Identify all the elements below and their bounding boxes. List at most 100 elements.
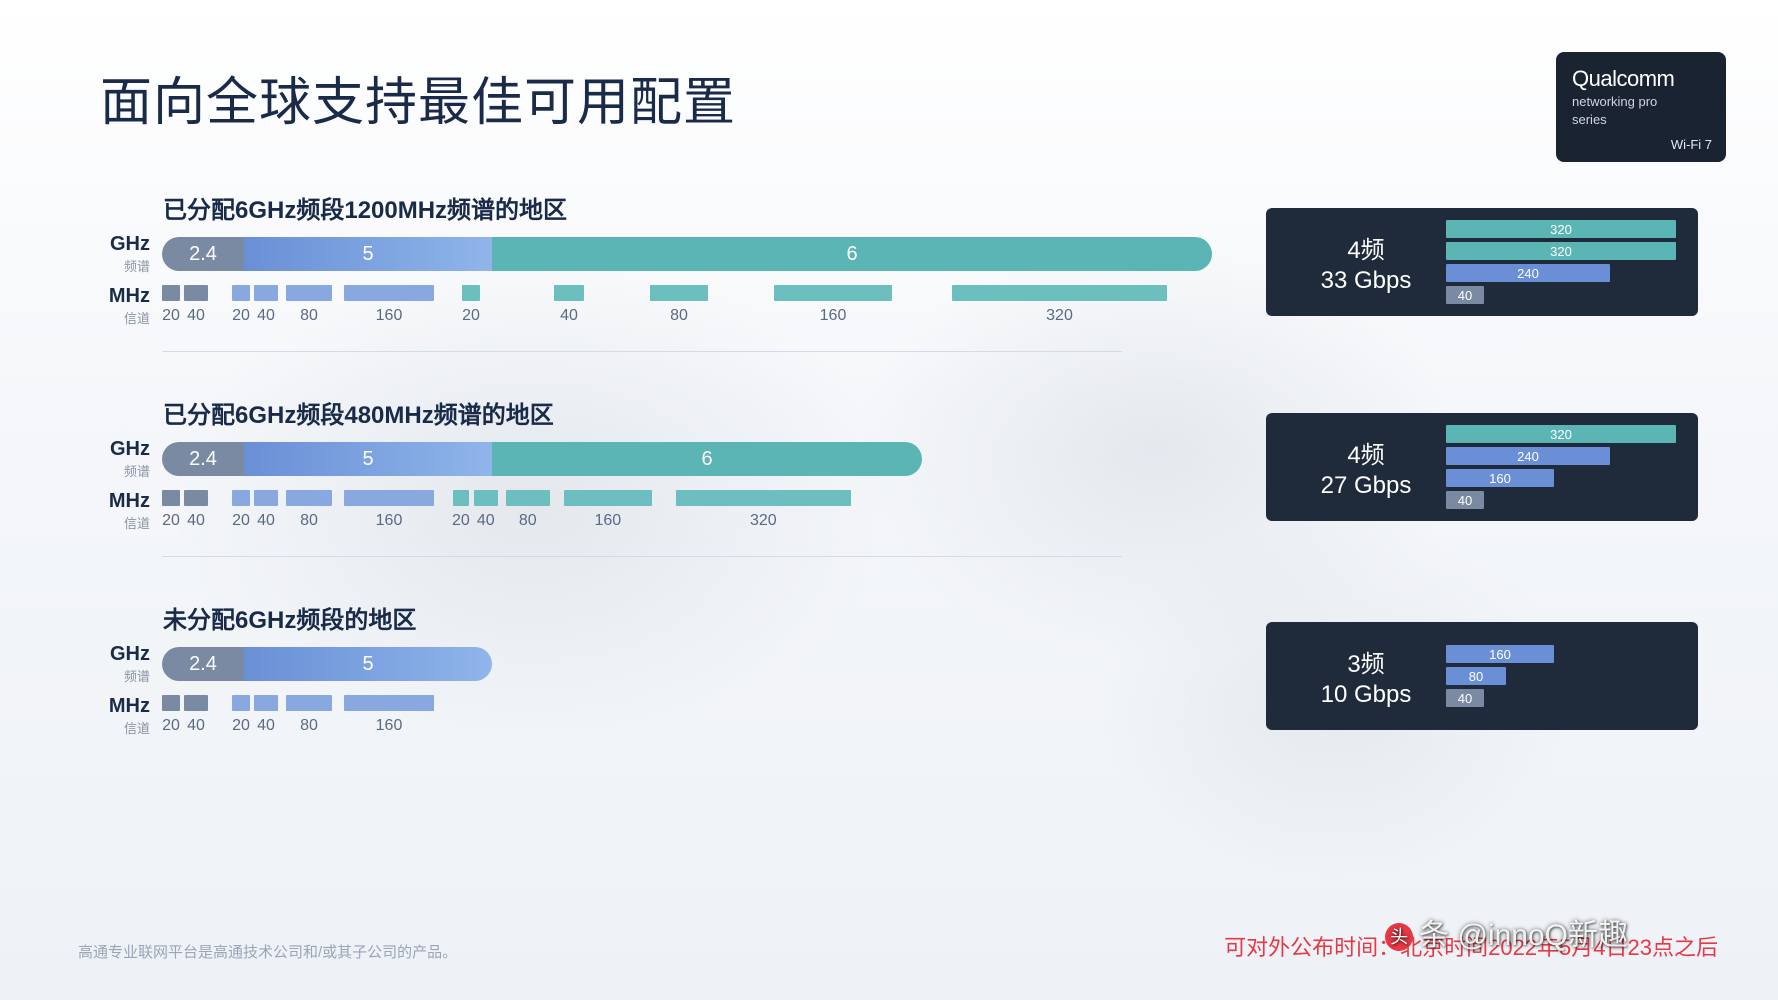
channel-chip-40: [254, 490, 278, 506]
ghz-segment-6: 6: [492, 237, 1212, 271]
channel-label: 160: [376, 717, 403, 735]
channel-chip-20: [232, 695, 250, 711]
channel-label: 80: [519, 512, 537, 530]
watermark-icon: 头: [1385, 923, 1413, 951]
section-divider: [162, 351, 1122, 352]
panel-gbps: 33 Gbps: [1286, 267, 1446, 295]
page-title: 面向全球支持最佳可用配置: [100, 60, 736, 135]
channel-chip-40: [254, 695, 278, 711]
channel-block: 40: [254, 285, 278, 325]
channel-label: 160: [376, 307, 403, 325]
channel-label: 40: [560, 307, 578, 325]
channel-chip-80: [286, 490, 332, 506]
panel-bar-320: 320: [1446, 425, 1676, 443]
logo-sub2: series: [1572, 112, 1710, 128]
channel-chip-40: [254, 285, 278, 301]
channel-label: 40: [477, 512, 495, 530]
ghz-label: GHz: [78, 643, 150, 666]
spectrum-section-3: 未分配6GHz频段的地区GHz频谱2.45MHz信道20402040801603…: [78, 600, 1698, 741]
channel-block: 160: [344, 285, 434, 325]
channel-label: 160: [594, 512, 621, 530]
channel-chip-20: [162, 490, 180, 506]
ghz-sublabel: 频谱: [78, 461, 150, 480]
channel-chip-160: [344, 285, 434, 301]
ghz-label: GHz: [78, 438, 150, 461]
channel-chip-20: [232, 285, 250, 301]
throughput-panel: 4频27 Gbps32024016040: [1266, 413, 1698, 521]
channel-label: 40: [187, 717, 205, 735]
channel-label: 320: [1046, 307, 1073, 325]
panel-bar-240: 240: [1446, 264, 1610, 282]
channel-block: 20: [162, 285, 180, 325]
ghz-segment-2.4: 2.4: [162, 647, 244, 681]
channel-block: 40: [554, 285, 584, 325]
channel-label: 20: [232, 512, 250, 530]
watermark-text: 条 @innoQ新趣: [1419, 919, 1628, 952]
channel-chip-80: [286, 695, 332, 711]
channel-label: 160: [820, 307, 847, 325]
channel-block: 20: [162, 490, 180, 530]
channel-label: 320: [750, 512, 777, 530]
channel-block: 320: [676, 490, 851, 530]
panel-bar-240: 240: [1446, 447, 1610, 465]
channel-block: 20: [232, 285, 250, 325]
channel-chip-20: [462, 285, 480, 301]
channel-block: 20: [452, 490, 470, 530]
channel-block: 20: [232, 695, 250, 735]
channel-block: 160: [344, 695, 434, 735]
channel-block: 160: [774, 285, 892, 325]
channel-block: 80: [286, 285, 332, 325]
ghz-segment-5: 5: [244, 442, 492, 476]
panel-bar-40: 40: [1446, 491, 1484, 509]
channel-block: 40: [474, 490, 498, 530]
logo-wifi: Wi-Fi 7: [1671, 137, 1712, 152]
channel-chip-80: [286, 285, 332, 301]
channel-label: 160: [376, 512, 403, 530]
ghz-band-bar: 2.456: [162, 237, 1212, 271]
channel-label: 20: [162, 307, 180, 325]
channel-label: 20: [232, 717, 250, 735]
channel-chip-20: [453, 490, 469, 506]
channel-label: 40: [187, 307, 205, 325]
channel-chip-40: [474, 490, 498, 506]
panel-bar-160: 160: [1446, 645, 1554, 663]
section-divider: [162, 556, 1122, 557]
channel-block: 40: [184, 695, 208, 735]
channel-block: 40: [254, 490, 278, 530]
channel-chip-40: [184, 285, 208, 301]
channel-block: 80: [506, 490, 550, 530]
logo-brand: Qualcomm: [1572, 66, 1710, 92]
channel-label: 40: [257, 512, 275, 530]
ghz-segment-6: 6: [492, 442, 922, 476]
channel-label: 40: [257, 307, 275, 325]
mhz-label: MHz: [78, 695, 150, 718]
mhz-sublabel: 信道: [78, 718, 150, 737]
ghz-segment-5: 5: [244, 647, 492, 681]
channel-label: 20: [162, 512, 180, 530]
channel-label: 20: [232, 307, 250, 325]
panel-bar-80: 80: [1446, 667, 1506, 685]
channel-chip-40: [184, 695, 208, 711]
channel-chip-40: [184, 490, 208, 506]
channel-chip-20: [162, 285, 180, 301]
channel-chip-320: [676, 490, 851, 506]
channel-chip-160: [774, 285, 892, 301]
channel-label: 40: [257, 717, 275, 735]
channel-label: 80: [300, 307, 318, 325]
panel-bar-320: 320: [1446, 242, 1676, 260]
footer-disclaimer: 高通专业联网平台是高通技术公司和/或其子公司的产品。: [78, 941, 457, 962]
channel-block: 40: [184, 490, 208, 530]
panel-gbps: 10 Gbps: [1286, 681, 1446, 709]
panel-freq: 3频: [1286, 644, 1446, 679]
panel-bar-40: 40: [1446, 689, 1484, 707]
channel-block: 80: [286, 490, 332, 530]
mhz-label: MHz: [78, 285, 150, 308]
ghz-sublabel: 频谱: [78, 256, 150, 275]
channel-block: 20: [462, 285, 480, 325]
panel-gbps: 27 Gbps: [1286, 472, 1446, 500]
channel-chip-20: [232, 490, 250, 506]
ghz-sublabel: 频谱: [78, 666, 150, 685]
channel-chip-160: [564, 490, 652, 506]
channel-chip-80: [506, 490, 550, 506]
channel-block: 320: [952, 285, 1167, 325]
